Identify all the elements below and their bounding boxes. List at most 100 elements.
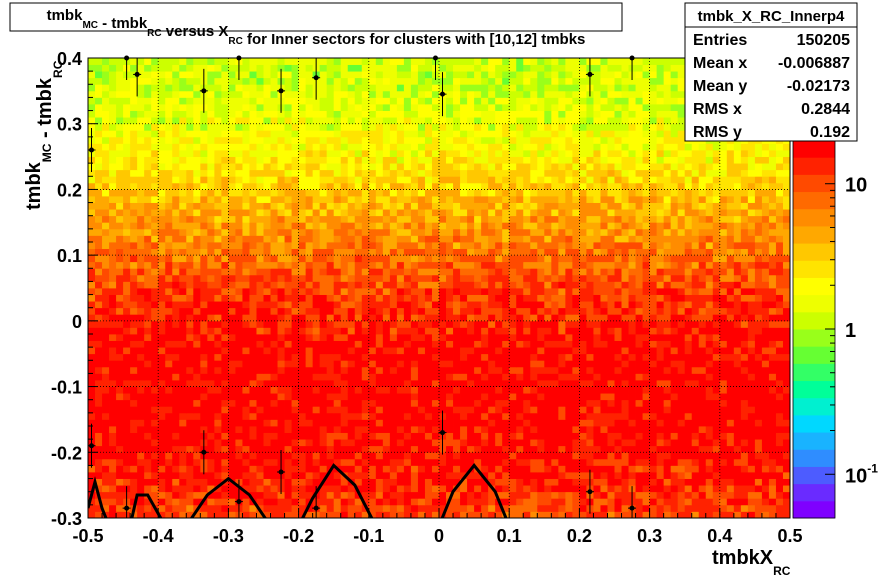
heatmap-cell [207,288,215,295]
heatmap-cell [172,452,180,460]
heatmap-cell [740,189,749,197]
heatmap-cell [200,255,208,263]
heatmap-cell [453,386,461,394]
heatmap-cell [516,452,524,460]
heatmap-cell [537,202,545,210]
heatmap-cell [95,439,103,447]
heatmap-cell [326,242,335,249]
heatmap-cell [782,288,791,295]
heatmap-cell [509,301,517,309]
heatmap-cell [572,511,580,519]
heatmap-cell [284,445,292,453]
heatmap-cell [621,478,629,486]
heatmap-cell [277,419,285,427]
heatmap-cell [579,242,587,249]
heatmap-cell [628,294,636,302]
heatmap-cell [382,491,391,499]
heatmap-cell [544,320,552,328]
heatmap-cell [179,189,187,197]
heatmap-cell [635,228,643,236]
heatmap-cell [116,373,124,381]
heatmap-cell [719,228,728,236]
heatmap-cell [565,445,573,453]
heatmap-cell [446,406,454,414]
heatmap-cell [530,439,538,447]
heatmap-cell [600,373,608,381]
heatmap-cell [719,432,728,440]
heatmap-cell [572,314,580,322]
heatmap-cell [123,228,131,236]
heatmap-cell [474,235,482,243]
heatmap-cell [481,327,489,335]
heatmap-cell [151,189,159,197]
heatmap-cell [249,491,257,499]
heatmap-cell [586,255,594,263]
heatmap-cell [705,511,714,519]
heatmap-cell [656,458,665,466]
heatmap-cell [642,498,650,506]
heatmap-cell [544,301,552,309]
heatmap-cell [95,314,103,322]
heatmap-cell [298,511,307,519]
heatmap-cell [747,209,756,217]
heatmap-cell [410,255,419,263]
heatmap-cell [109,491,117,499]
heatmap-cell [347,228,356,236]
heatmap-cell [305,202,314,210]
heatmap-cell [396,189,405,197]
heatmap-cell [298,360,307,368]
heatmap-cell [389,393,398,401]
heatmap-cell [249,235,257,243]
heatmap-cell [375,209,384,217]
heatmap-cell [144,504,152,512]
heatmap-cell [516,320,524,328]
heatmap-cell [628,222,636,230]
heatmap-cell [312,386,321,394]
heatmap-cell [754,399,763,407]
heatmap-cell [116,439,124,447]
heatmap-cell [726,452,735,460]
heatmap-cell [144,248,152,256]
heatmap-cell [249,242,257,249]
heatmap-cell [361,426,370,433]
heatmap-cell [102,452,110,460]
heatmap-cell [410,406,419,414]
heatmap-cell [319,222,328,230]
heatmap-cell [361,222,370,230]
heatmap-cell [228,472,236,479]
heatmap-cell [179,393,187,401]
heatmap-cell [565,426,573,433]
heatmap-cell [481,458,489,466]
heatmap-cell [410,261,419,269]
heatmap-cell [642,242,650,249]
heatmap-cell [382,307,391,315]
heatmap-cell [102,465,110,473]
heatmap-cell [565,458,573,466]
heatmap-cell [600,301,608,309]
heatmap-cell [431,268,440,276]
heatmap-cell [495,393,503,401]
heatmap-cell [537,288,545,295]
heatmap-cell [782,353,791,361]
heatmap-cell [572,432,580,440]
heatmap-cell [439,504,447,512]
heatmap-cell [544,366,552,374]
heatmap-cell [586,452,594,460]
heatmap-cell [347,412,356,420]
heatmap-cell [249,406,257,414]
heatmap-cell [663,432,672,440]
heatmap-cell [537,360,545,368]
heatmap-cell [782,314,791,322]
heatmap-cell [726,274,735,282]
heatmap-cell [340,406,349,414]
heatmap-cell [782,261,791,269]
heatmap-cell [235,288,243,295]
heatmap-cell [361,373,370,381]
heatmap-cell [747,393,756,401]
heatmap-cell [768,485,777,493]
heatmap-cell [137,196,145,203]
heatmap-cell [453,366,461,374]
heatmap-cell [291,314,299,322]
heatmap-cell [642,432,650,440]
heatmap-cell [424,412,433,420]
